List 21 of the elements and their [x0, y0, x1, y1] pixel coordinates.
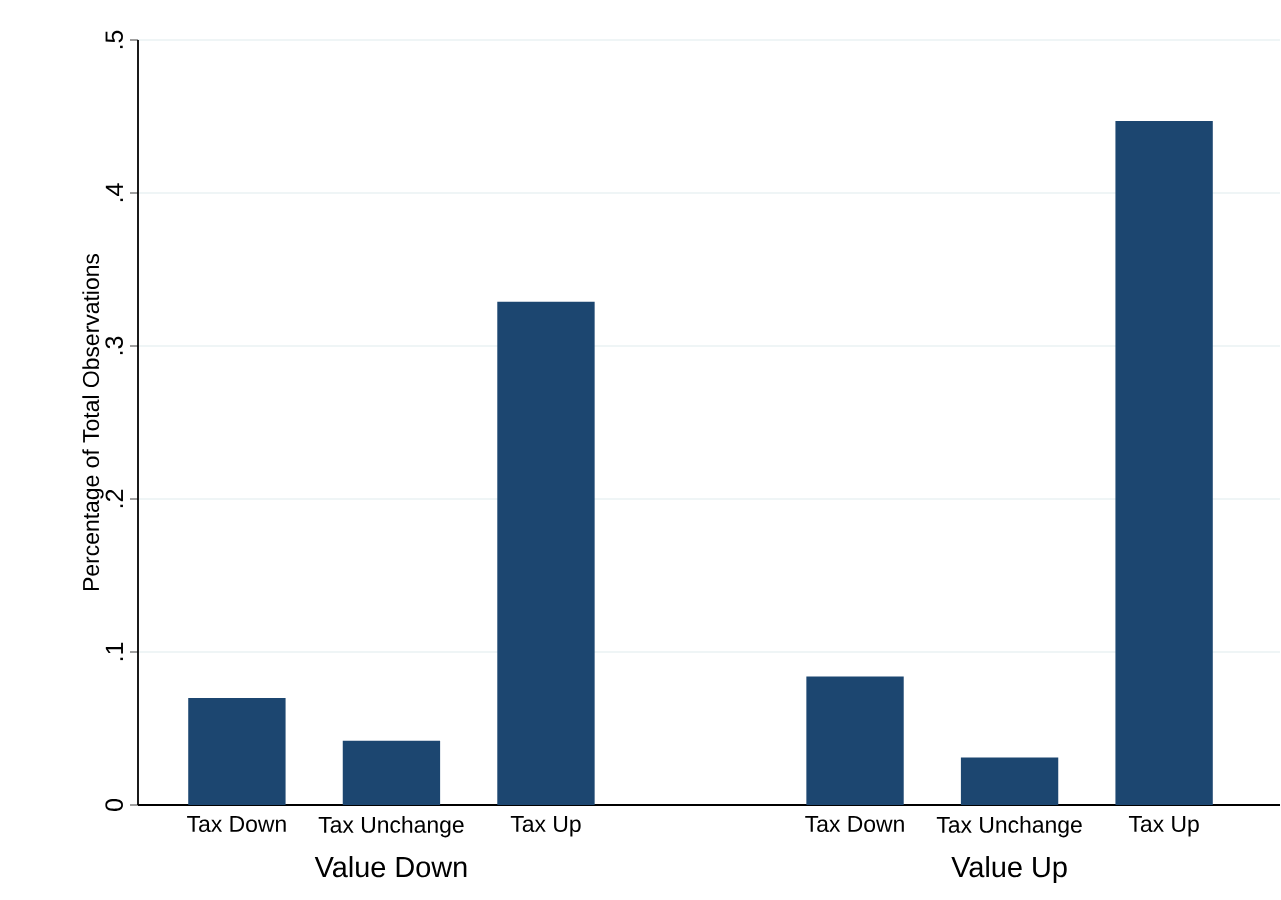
y-tick-label: 0	[105, 799, 123, 811]
x-tick-label: Tax Down	[187, 816, 286, 833]
text: Value Up	[951, 856, 1067, 883]
y-tick-label: .3	[105, 336, 123, 355]
y-tick-label: .4	[105, 183, 123, 202]
bar	[497, 301, 595, 805]
x-tick-label: Tax Up	[1128, 816, 1199, 837]
bar	[342, 740, 441, 805]
bar	[960, 757, 1059, 805]
bar	[188, 697, 286, 805]
y-tick-label: .1	[105, 642, 123, 661]
x-tick-label: Tax Up	[510, 816, 581, 837]
x-tick-label: Tax Unchange	[936, 816, 1082, 838]
x-tick-label: Tax Down	[805, 816, 904, 833]
bar	[1115, 121, 1213, 805]
y-tick-label: .5	[105, 30, 123, 49]
bar	[806, 676, 904, 805]
y-axis-title: Percentage of Total Observations	[82, 253, 104, 591]
x-tick-label: Tax Unchange	[318, 816, 464, 838]
y-tick-label: .2	[105, 489, 123, 508]
text: Value Down	[314, 856, 467, 878]
